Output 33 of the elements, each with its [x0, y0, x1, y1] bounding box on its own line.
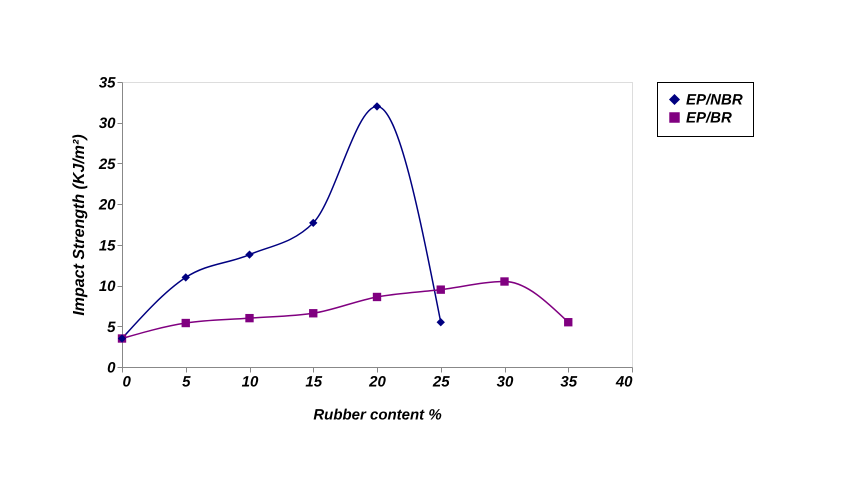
x-tick-label: 25 [432, 374, 450, 390]
y-tick-label: 20 [98, 196, 116, 214]
y-tick-label: 35 [98, 74, 116, 92]
x-tick-label: 20 [368, 374, 386, 390]
point [500, 277, 509, 286]
x-tick-label: 10 [242, 374, 259, 390]
point [245, 314, 254, 322]
point [436, 318, 445, 326]
point [309, 309, 318, 318]
x-tick-label: 40 [614, 374, 634, 390]
y-tick-label: 5 [107, 318, 116, 336]
x-axis-title: Rubber content % [313, 406, 442, 424]
point [372, 102, 382, 111]
legend-label: EP/NBR [686, 92, 743, 108]
y-tick-label: 10 [98, 278, 116, 296]
point [564, 318, 572, 326]
y-tick-label: 15 [98, 237, 116, 254]
y-axis-title: Impact Strength (KJ/m²) [70, 134, 88, 316]
point [182, 273, 190, 282]
legend-label: EP/BR [686, 110, 732, 126]
y-tick-label: 30 [98, 115, 116, 132]
x-tick-label: 15 [305, 374, 323, 390]
y-tick-label: 25 [98, 156, 116, 173]
point [245, 250, 254, 259]
point [182, 318, 190, 328]
x-tick-label: 30 [496, 374, 514, 390]
y-tick-label: 0 [107, 360, 116, 376]
x-tick-label: 5 [182, 374, 192, 390]
point [372, 292, 382, 302]
point [436, 285, 445, 294]
x-tick-label: 35 [560, 374, 578, 390]
point [309, 218, 318, 228]
x-tick-label: 0 [122, 374, 132, 390]
